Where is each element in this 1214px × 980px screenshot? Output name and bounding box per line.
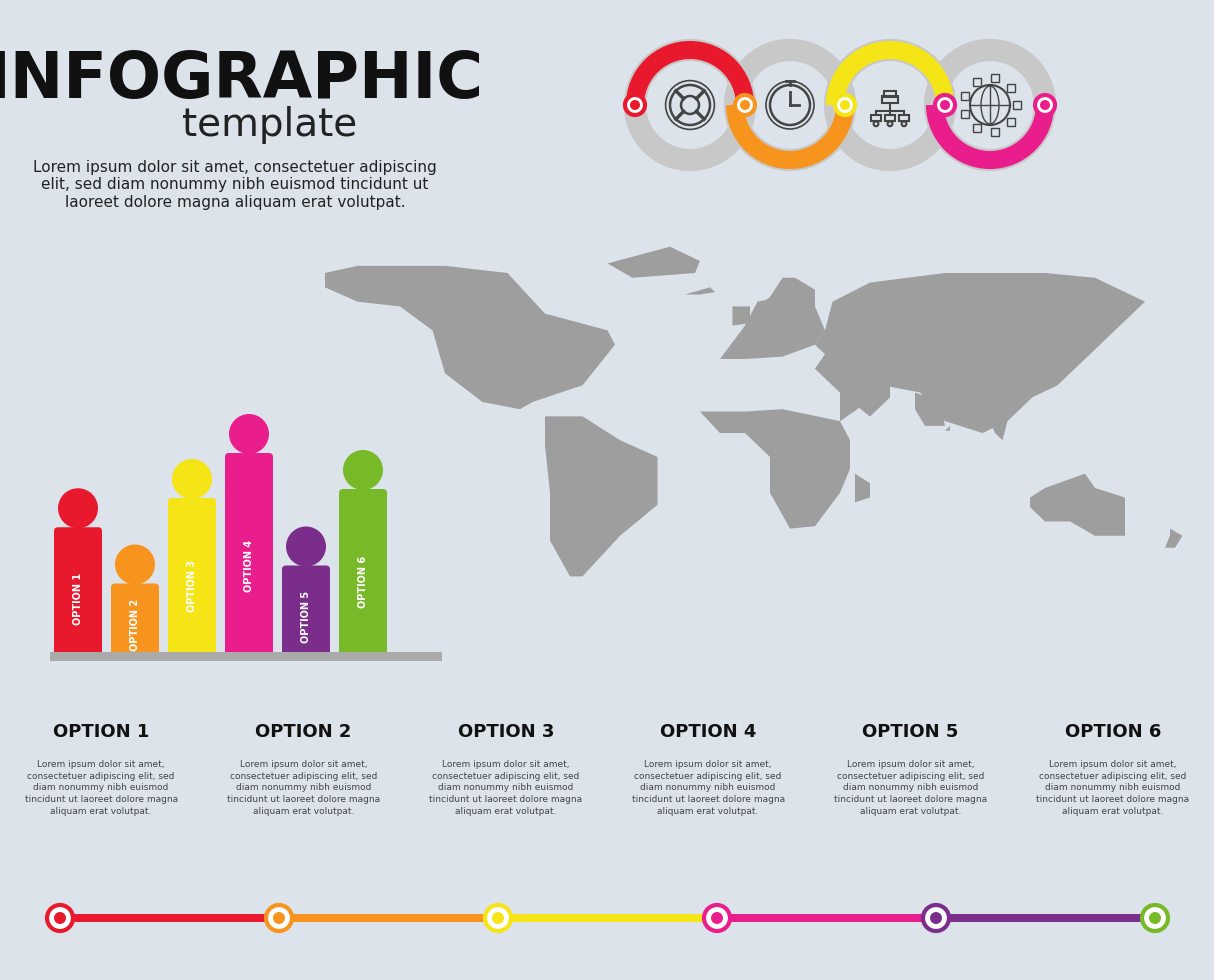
Circle shape (273, 912, 285, 924)
Circle shape (287, 526, 327, 566)
Circle shape (840, 100, 850, 110)
Polygon shape (1070, 342, 1090, 368)
Circle shape (930, 912, 942, 924)
Polygon shape (720, 297, 826, 359)
Text: OPTION 1: OPTION 1 (53, 723, 149, 741)
Bar (991, 127, 999, 135)
Polygon shape (545, 416, 658, 576)
Text: OPTION 2: OPTION 2 (130, 599, 140, 651)
Text: Lorem ipsum dolor sit amet,
consectetuer adipiscing elit, sed
diam nonummy nibh : Lorem ipsum dolor sit amet, consectetuer… (834, 760, 987, 816)
Circle shape (940, 100, 951, 110)
Circle shape (344, 450, 382, 490)
Bar (59, 914, 279, 922)
FancyBboxPatch shape (110, 583, 159, 659)
Polygon shape (1165, 528, 1182, 548)
Bar (885, 115, 895, 122)
Circle shape (492, 912, 504, 924)
Circle shape (734, 95, 755, 115)
Bar (960, 110, 969, 119)
Circle shape (1036, 95, 1055, 115)
Bar (1006, 83, 1015, 92)
Text: OPTION 5: OPTION 5 (862, 723, 959, 741)
Circle shape (630, 100, 640, 110)
Polygon shape (989, 402, 1008, 440)
Text: OPTION 4: OPTION 4 (244, 540, 254, 592)
Circle shape (58, 488, 98, 528)
Text: OPTION 3: OPTION 3 (187, 561, 197, 612)
FancyBboxPatch shape (53, 527, 102, 659)
Circle shape (935, 95, 955, 115)
Bar (279, 914, 498, 922)
Text: INFOGRAPHIC: INFOGRAPHIC (0, 49, 483, 111)
FancyBboxPatch shape (339, 489, 387, 659)
Text: Lorem ipsum dolor sit amet,
consectetuer adipiscing elit, sed
diam nonummy nibh : Lorem ipsum dolor sit amet, consectetuer… (430, 760, 583, 816)
Bar (498, 914, 717, 922)
Bar (50, 652, 442, 661)
Polygon shape (607, 247, 700, 277)
Polygon shape (325, 266, 615, 410)
Polygon shape (944, 426, 951, 430)
FancyBboxPatch shape (168, 498, 216, 659)
Polygon shape (685, 287, 715, 295)
Text: Lorem ipsum dolor sit amet,
consectetuer adipiscing elit, sed
diam nonummy nibh : Lorem ipsum dolor sit amet, consectetuer… (631, 760, 784, 816)
Bar (1012, 101, 1021, 109)
FancyBboxPatch shape (225, 453, 273, 659)
Text: OPTION 6: OPTION 6 (358, 556, 368, 609)
Circle shape (704, 905, 730, 931)
Text: Lorem ipsum dolor sit amet,
consectetuer adipiscing elit, sed
diam nonummy nibh : Lorem ipsum dolor sit amet, consectetuer… (1037, 760, 1190, 816)
Circle shape (486, 905, 511, 931)
Circle shape (1148, 912, 1161, 924)
Circle shape (1142, 905, 1168, 931)
Bar (1006, 119, 1015, 126)
Circle shape (229, 414, 270, 454)
Circle shape (835, 95, 855, 115)
Circle shape (266, 905, 293, 931)
Circle shape (923, 905, 949, 931)
Text: OPTION 6: OPTION 6 (1065, 723, 1161, 741)
Circle shape (53, 912, 66, 924)
Bar (960, 92, 969, 100)
Circle shape (47, 905, 73, 931)
Bar (717, 914, 936, 922)
Bar (972, 77, 981, 85)
Text: template: template (182, 106, 358, 144)
FancyBboxPatch shape (282, 565, 330, 659)
Circle shape (115, 545, 155, 584)
Circle shape (741, 100, 750, 110)
Polygon shape (700, 410, 850, 528)
Circle shape (711, 912, 724, 924)
Text: OPTION 4: OPTION 4 (660, 723, 756, 741)
Circle shape (172, 459, 212, 499)
Text: Lorem ipsum dolor sit amet,
consectetuer adipiscing elit, sed
diam nonummy nibh : Lorem ipsum dolor sit amet, consectetuer… (24, 760, 177, 816)
Polygon shape (855, 473, 870, 503)
Text: OPTION 3: OPTION 3 (458, 723, 554, 741)
Polygon shape (915, 392, 944, 426)
Bar (972, 124, 981, 132)
Circle shape (1040, 100, 1050, 110)
Bar (936, 914, 1155, 922)
Polygon shape (815, 273, 1145, 433)
Text: OPTION 1: OPTION 1 (73, 573, 83, 625)
Text: Lorem ipsum dolor sit amet, consectetuer adipiscing
elit, sed diam nonummy nibh : Lorem ipsum dolor sit amet, consectetuer… (33, 160, 437, 210)
Text: OPTION 5: OPTION 5 (301, 591, 311, 643)
Bar (870, 115, 881, 122)
Polygon shape (815, 368, 890, 416)
Circle shape (625, 95, 645, 115)
Polygon shape (758, 277, 815, 314)
Text: Lorem ipsum dolor sit amet,
consectetuer adipiscing elit, sed
diam nonummy nibh : Lorem ipsum dolor sit amet, consectetuer… (227, 760, 380, 816)
Bar (885, 91, 896, 97)
Text: OPTION 2: OPTION 2 (255, 723, 352, 741)
Polygon shape (732, 307, 750, 325)
Bar (991, 74, 999, 82)
Bar (900, 115, 909, 122)
Bar (883, 96, 897, 104)
Polygon shape (1029, 473, 1125, 536)
